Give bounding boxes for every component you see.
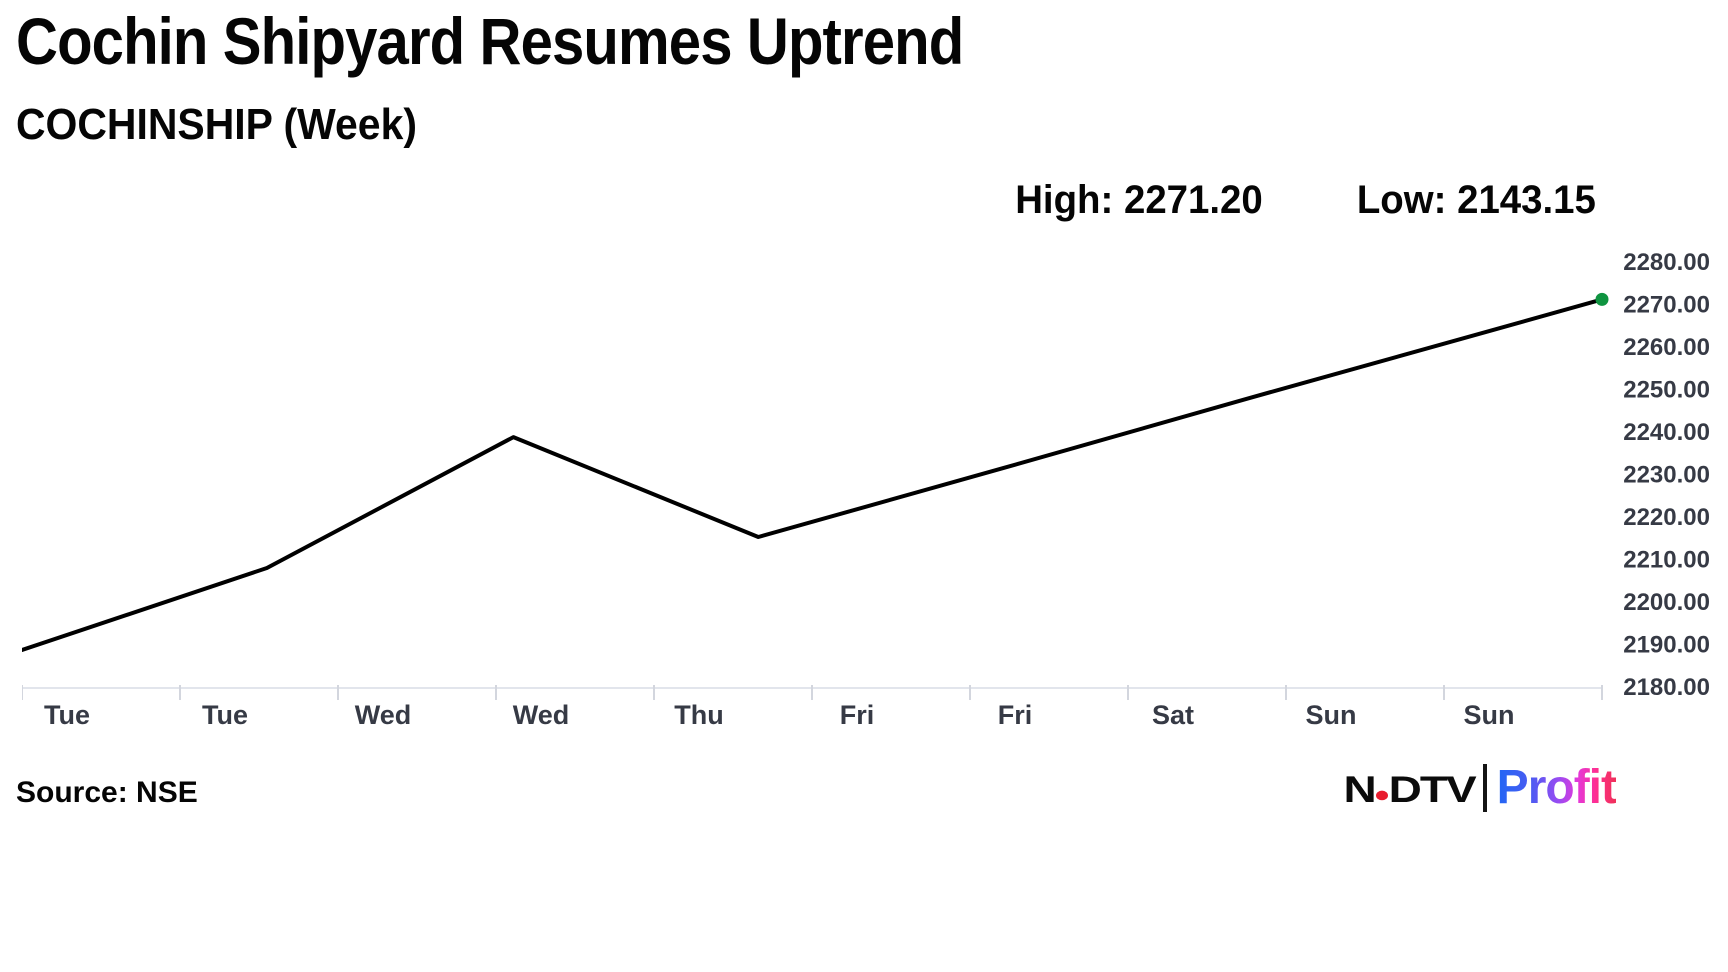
- y-axis-label: 2220.00: [1623, 504, 1710, 531]
- x-axis-label: Tue: [202, 700, 248, 730]
- ndtv-profit-logo: N DTV Profit: [1343, 760, 1617, 815]
- x-axis-label: Fri: [998, 700, 1033, 730]
- price-chart: Tue Tue Wed Wed Thu Fri Fri Sat Sun Sun 2280.00 227…: [22, 230, 1728, 740]
- last-price-marker: [1595, 292, 1609, 306]
- y-axis-label: 2240.00: [1623, 419, 1710, 446]
- y-axis-label: 2270.00: [1623, 292, 1710, 319]
- profit-wordmark: Profit: [1496, 761, 1617, 814]
- y-axis-label: 2210.00: [1623, 547, 1710, 574]
- y-axis-label: 2230.00: [1623, 462, 1710, 489]
- logo-divider: [1482, 763, 1487, 812]
- price-line: [22, 297, 1604, 652]
- ndtv-wordmark: N DTV: [1343, 767, 1477, 810]
- x-axis-label: Sun: [1306, 700, 1357, 730]
- chart-subtitle: COCHINSHIP (Week): [16, 100, 417, 149]
- y-axis-label: 2180.00: [1623, 674, 1710, 701]
- y-axis-label: 2260.00: [1623, 334, 1710, 361]
- ndtv-letters-dtv: DTV: [1388, 767, 1477, 810]
- low-value-label: Low: 2143.15: [1356, 178, 1596, 222]
- source-attribution: Source: NSE: [16, 776, 198, 809]
- page-title: Cochin Shipyard Resumes Uptrend: [16, 4, 964, 78]
- red-dot-icon: [1375, 790, 1388, 800]
- chart-svg: Tue Tue Wed Wed Thu Fri Fri Sat Sun Sun 2280.00 227…: [22, 249, 1710, 730]
- y-axis-label: 2280.00: [1623, 249, 1710, 276]
- x-axis-label: Sun: [1464, 700, 1515, 730]
- x-axis-label: Thu: [674, 700, 723, 730]
- x-axis-label: Sat: [1152, 700, 1194, 730]
- y-axis-label: 2200.00: [1623, 589, 1710, 616]
- x-axis-label: Tue: [44, 700, 90, 730]
- y-axis-label: 2190.00: [1623, 632, 1710, 659]
- x-axis-label: Wed: [355, 700, 412, 730]
- x-axis-label: Fri: [840, 700, 875, 730]
- high-low-row: High: 2271.20 Low: 2143.15: [1015, 178, 1596, 223]
- x-axis-label: Wed: [513, 700, 570, 730]
- ndtv-letter-n: N: [1343, 767, 1376, 810]
- y-axis-label: 2250.00: [1623, 377, 1710, 404]
- high-value-label: High: 2271.20: [1015, 178, 1263, 222]
